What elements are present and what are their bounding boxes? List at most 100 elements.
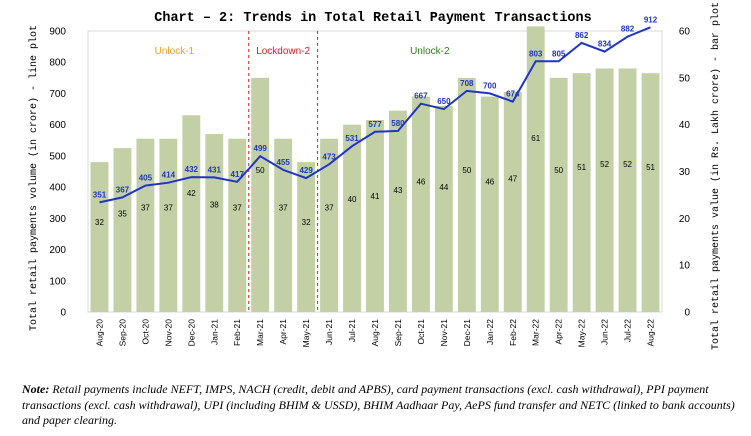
- x-tick-label: Dec-21: [462, 319, 472, 347]
- bar: [549, 77, 568, 312]
- line-value-label: 882: [621, 25, 635, 34]
- bar-value-label: 51: [646, 163, 655, 172]
- bar-value-label: 37: [233, 204, 242, 213]
- x-tick-label: Mar-21: [255, 319, 265, 346]
- y-right-tick-label: 60: [679, 27, 691, 38]
- x-tick-label: Apr-21: [278, 319, 288, 345]
- line-value-label: 414: [162, 171, 176, 180]
- axes: 0 100 200 300 400 500 600 700 800 900 0 10 20 30 40 50 6…: [49, 27, 690, 348]
- bar-value-label: 38: [210, 201, 219, 210]
- line-value-label: 834: [598, 40, 612, 49]
- x-tick-label: Jul-21: [347, 319, 357, 342]
- bar: [411, 96, 430, 312]
- y-axis-left-label: Total retail payments volume (in crore) …: [28, 25, 40, 331]
- y-left-tick-label: 500: [49, 151, 66, 162]
- footnote-text: Retail payments include NEFT, IMPS, NACH…: [22, 382, 735, 427]
- y-left-tick-label: 600: [49, 120, 66, 131]
- bar-value-label: 50: [554, 166, 563, 175]
- bar: [274, 138, 293, 312]
- x-tick-label: Sep-21: [393, 319, 403, 347]
- bar-value-label: 43: [394, 186, 403, 195]
- line-value-label: 650: [437, 97, 451, 106]
- bar: [159, 138, 178, 312]
- line-value-label: 455: [276, 158, 290, 167]
- bar-value-label: 37: [141, 204, 150, 213]
- line-value-label: 577: [368, 120, 382, 129]
- bar: [90, 162, 109, 312]
- bar: [297, 162, 316, 312]
- y-left-tick-label: 900: [49, 27, 66, 38]
- x-tick-label: Feb-21: [232, 319, 242, 346]
- line-value-label: 417: [231, 170, 245, 179]
- bar-value-label: 47: [508, 175, 517, 184]
- bar-value-label: 32: [302, 218, 311, 227]
- bar: [343, 124, 361, 313]
- bar: [389, 110, 407, 312]
- line-value-label: 667: [414, 92, 428, 101]
- line-value-label: 674: [506, 90, 520, 99]
- y-left-tick-label: 400: [49, 183, 66, 194]
- line-value-label: 862: [575, 31, 589, 40]
- bar-value-label: 50: [256, 166, 265, 175]
- bar-value-label: 35: [118, 209, 127, 218]
- y-left-tick-label: 700: [49, 89, 66, 100]
- y-right-tick-label: 30: [679, 167, 691, 178]
- y-left-tick-label: 800: [49, 58, 66, 69]
- x-tick-label: Jan-22: [485, 319, 495, 345]
- bar-value-label: 44: [439, 183, 448, 192]
- bar-value-label: 50: [462, 166, 471, 175]
- chart-title: Chart – 2: Trends in Total Retail Paymen…: [154, 11, 591, 26]
- x-tick-label: Mar-22: [531, 319, 541, 346]
- x-tick-label: Aug-20: [94, 319, 104, 347]
- y-left-tick-label: 0: [60, 308, 66, 319]
- bar: [434, 105, 453, 312]
- y-right-tick-label: 40: [679, 120, 691, 131]
- bar: [503, 91, 522, 312]
- bar: [205, 134, 224, 312]
- volume-line: [99, 26, 651, 204]
- bar-value-label: 42: [187, 189, 196, 198]
- bar-value-label: 52: [600, 160, 609, 169]
- y-left-tick-label: 300: [49, 214, 66, 225]
- y-left-tick-label: 200: [49, 245, 66, 256]
- x-tick-label: Feb-22: [508, 319, 518, 346]
- bar: [641, 73, 660, 313]
- x-tick-label: Jul-22: [623, 319, 633, 342]
- bar-value-label: 46: [416, 177, 425, 186]
- x-tick-label: Nov-20: [163, 319, 173, 347]
- phase-label: Unlock-2: [410, 46, 450, 57]
- bar: [136, 138, 155, 312]
- bar: [113, 148, 132, 312]
- line-value-label: 803: [529, 49, 543, 58]
- bar: [595, 68, 614, 312]
- line-value-label: 367: [116, 185, 130, 194]
- bar: [618, 68, 637, 312]
- line-value-label: 429: [299, 166, 313, 175]
- line-value-label: 912: [644, 15, 658, 24]
- x-tick-label: Aug-22: [646, 319, 656, 347]
- x-tick-label: Jun-21: [324, 319, 334, 345]
- bar: [182, 115, 201, 312]
- y-right-tick-label: 20: [679, 214, 691, 225]
- x-tick-label: Sep-20: [117, 319, 127, 347]
- footnote: Note: Retail payments include NEFT, IMPS…: [22, 382, 742, 429]
- bar-value-label: 37: [325, 204, 334, 213]
- bar-value-label: 52: [623, 160, 632, 169]
- y-left-tick-label: 100: [49, 276, 66, 287]
- bar: [320, 138, 339, 312]
- bar-value-label: 41: [371, 192, 380, 201]
- y-right-tick-label: 10: [679, 261, 691, 272]
- phase-label: Unlock-1: [155, 46, 195, 57]
- bar: [480, 96, 499, 312]
- x-tick-label: Jun-22: [600, 319, 610, 345]
- bar-value-label: 61: [531, 134, 540, 143]
- retail-payments-chart: Chart – 2: Trends in Total Retail Paymen…: [28, 2, 722, 350]
- x-tick-label: May-22: [577, 319, 587, 348]
- bar: [526, 26, 545, 313]
- bar-value-label: 51: [577, 163, 586, 172]
- x-tick-label: Oct-20: [140, 319, 150, 345]
- y-axis-right-label: Total retail payments value (in Rs. Lakh…: [710, 2, 722, 350]
- line-series: 351 367 405 414 432 431 417 499 455 429 473 531 577 5…: [93, 15, 658, 204]
- line-value-label: 805: [552, 49, 566, 58]
- bar: [572, 73, 591, 313]
